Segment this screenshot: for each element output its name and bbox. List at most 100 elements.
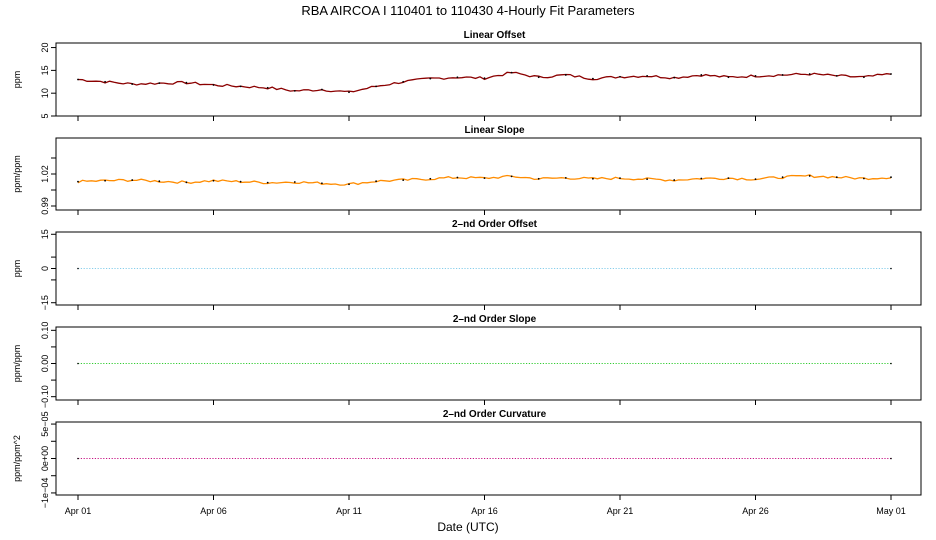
- data-point: [375, 85, 377, 88]
- data-point: [131, 83, 134, 85]
- x-tick-label: Apr 01: [65, 506, 92, 516]
- y-tick-label: 20: [40, 43, 50, 53]
- y-tick-label: −0.10: [40, 385, 50, 408]
- data-point: [537, 177, 540, 180]
- y-tick-label: 0.99: [40, 197, 50, 215]
- data-point: [510, 175, 513, 178]
- y-tick-label: 0.10: [40, 322, 50, 340]
- data-point: [185, 181, 188, 184]
- data-point: [402, 179, 405, 181]
- data-point: [890, 362, 892, 365]
- data-point: [863, 177, 865, 180]
- plot-frame: [55, 42, 922, 117]
- data-point: [266, 86, 269, 89]
- data-point: [239, 85, 242, 88]
- data-point: [754, 74, 757, 77]
- panel-title: Linear Slope: [464, 125, 524, 136]
- data-point: [77, 78, 79, 81]
- data-point: [239, 180, 242, 183]
- data-point: [754, 178, 757, 181]
- data-point: [890, 267, 892, 270]
- y-tick-label: −15: [40, 295, 50, 310]
- data-point: [429, 77, 432, 80]
- data-point: [483, 77, 486, 80]
- data-point: [293, 90, 296, 92]
- panel-title: 2–nd Order Slope: [453, 314, 537, 325]
- panel-title: Linear Offset: [464, 30, 526, 41]
- data-point: [808, 175, 811, 177]
- data-point: [890, 457, 892, 460]
- data-point: [564, 74, 567, 76]
- data-point: [673, 76, 676, 79]
- y-tick-label: 15: [40, 65, 50, 75]
- x-tick-label: Apr 11: [336, 506, 362, 516]
- y-tick-label: 5: [40, 113, 50, 118]
- plot-frame: [55, 137, 922, 211]
- y-axis-label: ppm: [12, 260, 22, 278]
- data-point: [131, 179, 134, 181]
- figure-title: RBA AIRCOA I 110401 to 110430 4-Hourly F…: [301, 3, 635, 18]
- y-tick-label: 1.02: [40, 165, 50, 183]
- panel-2: Linear Slope 0.99 1.02 ppm/ppm: [12, 125, 922, 215]
- panel-5: 2–nd Order Curvature −1e−04 0e+00 5e−05 ppm/…: [12, 409, 922, 508]
- x-tick-label: Apr 06: [200, 506, 227, 516]
- data-point: [158, 82, 161, 85]
- data-point: [700, 74, 703, 76]
- data-point: [727, 177, 730, 180]
- data-point: [592, 77, 594, 80]
- data-point: [537, 76, 540, 79]
- x-tick-label: Apr 21: [607, 506, 634, 516]
- y-axis-label: ppm/ppm: [12, 345, 22, 383]
- data-point: [564, 176, 567, 179]
- data-point: [700, 177, 703, 180]
- plot-frame: [55, 326, 922, 401]
- panel-3: 2–nd Order Offset −15 0 15 ppm: [12, 219, 922, 310]
- panel-4: 2–nd Order Slope −0.10 0.00 0.10 ppm/ppm: [12, 314, 922, 408]
- y-axis-label: ppm/ppm: [12, 155, 22, 193]
- data-point: [890, 176, 892, 179]
- x-axis-label: Date (UTC): [437, 520, 498, 534]
- panel-title: 2–nd Order Curvature: [443, 409, 547, 420]
- data-point: [835, 74, 838, 77]
- panel-title: 2–nd Order Offset: [452, 219, 538, 230]
- data-point: [456, 76, 459, 79]
- panel-1: Linear Offset 5 10 15 20 ppm: [12, 30, 922, 121]
- data-point: [808, 73, 811, 75]
- y-axis-label: ppm/ppm^2: [12, 435, 22, 482]
- data-point: [77, 457, 79, 460]
- data-point: [212, 84, 215, 86]
- data-point: [835, 176, 838, 179]
- data-point: [348, 91, 350, 94]
- data-point: [781, 74, 784, 76]
- data-point: [212, 179, 215, 182]
- data-point: [104, 80, 106, 83]
- data-point: [77, 267, 79, 270]
- data-point: [321, 88, 323, 91]
- y-tick-label: 10: [40, 88, 50, 98]
- data-point: [619, 177, 621, 180]
- data-point: [863, 76, 865, 79]
- data-point: [402, 80, 405, 83]
- y-tick-label: 0: [40, 266, 50, 271]
- date-axis: Apr 01 Apr 06 Apr 11 Apr 16 Apr 21 Apr 26 May …: [65, 506, 906, 516]
- data-point: [781, 176, 784, 179]
- data-point: [77, 362, 79, 365]
- plot-frame: [55, 231, 922, 306]
- data-point: [266, 181, 269, 184]
- data-point: [727, 76, 730, 79]
- data-point: [592, 177, 594, 180]
- series-line: [77, 71, 892, 93]
- series-line: [77, 174, 892, 186]
- data-point: [510, 71, 513, 74]
- data-point: [890, 73, 892, 75]
- data-point: [104, 179, 106, 182]
- x-tick-label: Apr 26: [742, 506, 769, 516]
- x-tick-label: Apr 16: [471, 506, 498, 516]
- data-point: [429, 177, 432, 180]
- data-point: [293, 181, 296, 183]
- y-tick-label: 0e+00: [40, 446, 50, 471]
- y-tick-label: 0.00: [40, 355, 50, 373]
- y-tick-label: 5e−05: [40, 411, 50, 436]
- data-point: [158, 180, 161, 183]
